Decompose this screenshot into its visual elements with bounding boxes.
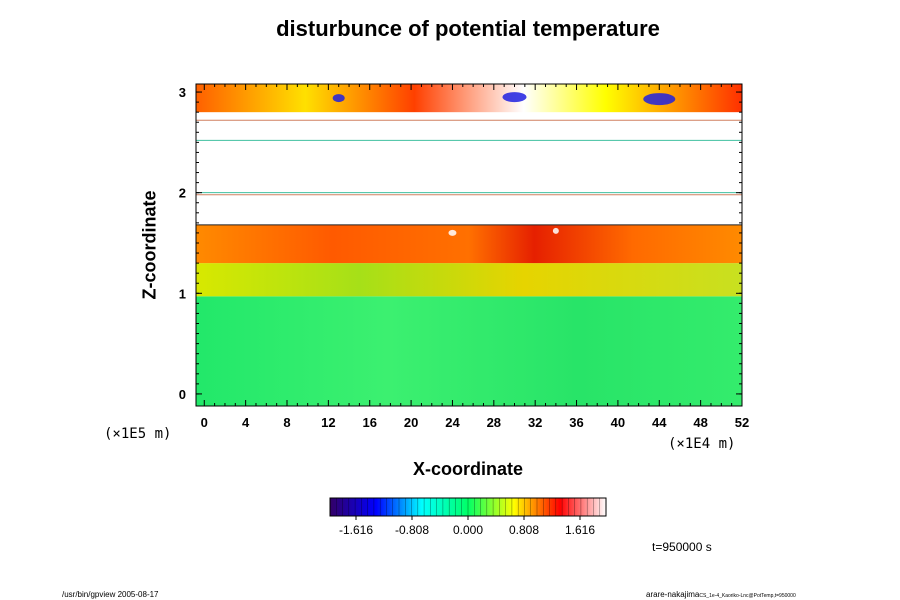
colorbar: -1.616 -0.808 0.000 0.808 1.616: [329, 497, 607, 537]
footer-right-note-sub: CS_1e-4_Kaoriko-Lnc@PotTemp,t=950000: [699, 593, 796, 599]
field-band-0: [196, 296, 742, 406]
x-tick-label: 12: [321, 415, 335, 430]
colorbar-tick-label: 0.000: [453, 523, 483, 537]
time-stamp: t=950000 s: [652, 540, 712, 554]
y-axis-unit: (×1E5 m): [104, 426, 172, 442]
x-tick-label: 48: [693, 415, 707, 430]
colorbar-tick-label: -1.616: [339, 523, 373, 537]
disturbance-blob: [643, 93, 676, 106]
x-tick-label: 40: [611, 415, 625, 430]
field-band-1: [196, 263, 742, 297]
x-tick-label: 28: [487, 415, 501, 430]
chart-title: disturbunce of potential temperature: [276, 16, 660, 41]
potential-temperature-field: [196, 84, 742, 406]
disturbance-blob: [502, 92, 527, 103]
x-tick-label: 36: [569, 415, 583, 430]
disturbance-blob: [332, 94, 345, 103]
disturbance-blob: [552, 227, 559, 234]
footer-left-note: /usr/bin/gpview 2005-08-17: [62, 590, 159, 599]
x-tick-label: 20: [404, 415, 418, 430]
x-tick-label: 4: [242, 415, 250, 430]
y-tick-label: 2: [179, 186, 186, 201]
colorbar-tick-label: -0.808: [395, 523, 429, 537]
plot-frame: [195, 83, 743, 407]
x-tick-label: 32: [528, 415, 542, 430]
colorbar-tick-label: 0.808: [509, 523, 539, 537]
y-tick-label: 3: [179, 85, 186, 100]
x-tick-label: 16: [362, 415, 376, 430]
y-axis-label: Z-coordinate: [139, 190, 160, 300]
y-tick-label: 0: [179, 387, 186, 402]
x-tick-label: 8: [283, 415, 290, 430]
y-tick-label: 1: [179, 286, 186, 301]
x-tick-label: 44: [652, 415, 667, 430]
field-band-3: [196, 112, 742, 225]
x-axis-label: X-coordinate: [412, 459, 523, 479]
footer-right-note-main: arare-nakajima: [646, 590, 700, 599]
colorbar-tick-label: 1.616: [565, 523, 595, 537]
x-tick-label: 52: [735, 415, 749, 430]
field-band-2: [196, 224, 742, 264]
x-axis-unit: (×1E4 m): [668, 436, 736, 452]
footer-right-note: arare-nakajimaCS_1e-4_Kaoriko-Lnc@PotTem…: [646, 590, 796, 599]
disturbance-blob: [448, 229, 457, 236]
x-tick-label: 24: [445, 415, 460, 430]
x-tick-label: 0: [201, 415, 208, 430]
